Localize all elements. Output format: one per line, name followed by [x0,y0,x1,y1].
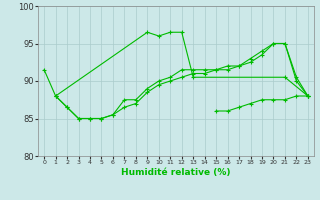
X-axis label: Humidité relative (%): Humidité relative (%) [121,168,231,177]
